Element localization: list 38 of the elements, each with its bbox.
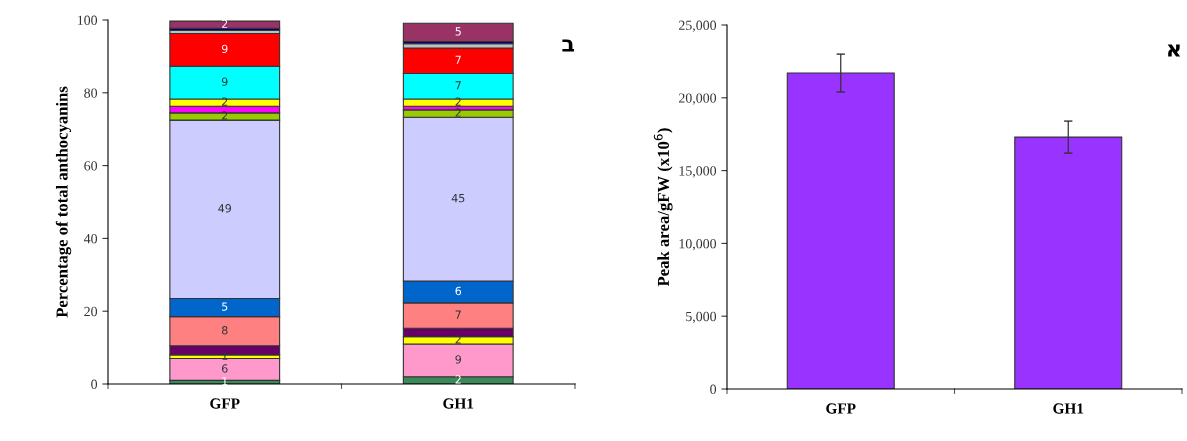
data-label: 2 [222, 19, 228, 28]
data-label: 5 [222, 302, 228, 311]
y-tick-label: 20,000 [679, 93, 717, 105]
data-label: 7 [455, 55, 461, 64]
data-label: 2 [455, 375, 461, 384]
annotation: א [1167, 44, 1181, 57]
y-tick-label: 0 [91, 379, 98, 389]
y-tick-label: 10,000 [679, 238, 717, 251]
data-label: 9 [221, 44, 228, 54]
y-tick-label: 15,000 [679, 166, 717, 178]
x-tick-label: GFP [210, 398, 240, 409]
data-label: 2 [222, 111, 228, 120]
y-tick-label: 100 [77, 15, 98, 25]
data-label: 9 [455, 355, 461, 364]
x-tick-label: GH1 [1053, 403, 1084, 414]
data-label: 7 [455, 81, 461, 90]
data-label: 2 [455, 335, 461, 344]
y-tick-label: 60 [84, 161, 98, 171]
data-label: 7 [455, 310, 461, 319]
data-label: 5 [455, 27, 461, 36]
data-label: 6 [221, 364, 228, 373]
data-label: 45 [451, 194, 465, 203]
data-label: 2 [222, 97, 228, 106]
annotation: ב [562, 39, 575, 52]
data-label: 8 [221, 326, 228, 335]
x-tick-label: GH1 [443, 398, 474, 409]
y-axis-title: Peak area/gFW (x10$^{6}$) [653, 128, 673, 287]
y-tick-label: 0 [710, 384, 717, 394]
data-label: 6 [455, 286, 462, 296]
y-axis-title: Percentage of total anthocyanins [55, 86, 72, 318]
y-tick-label: 20 [84, 306, 98, 317]
y-tick-label: 25,000 [679, 20, 717, 32]
y-tick-label: 40 [83, 233, 98, 244]
y-tick-label: 80 [84, 88, 98, 98]
data-label: 49 [218, 204, 232, 213]
x-tick-label: GFP [826, 403, 856, 414]
data-label: 9 [221, 77, 228, 86]
y-tick-label: 5,000 [686, 311, 717, 324]
